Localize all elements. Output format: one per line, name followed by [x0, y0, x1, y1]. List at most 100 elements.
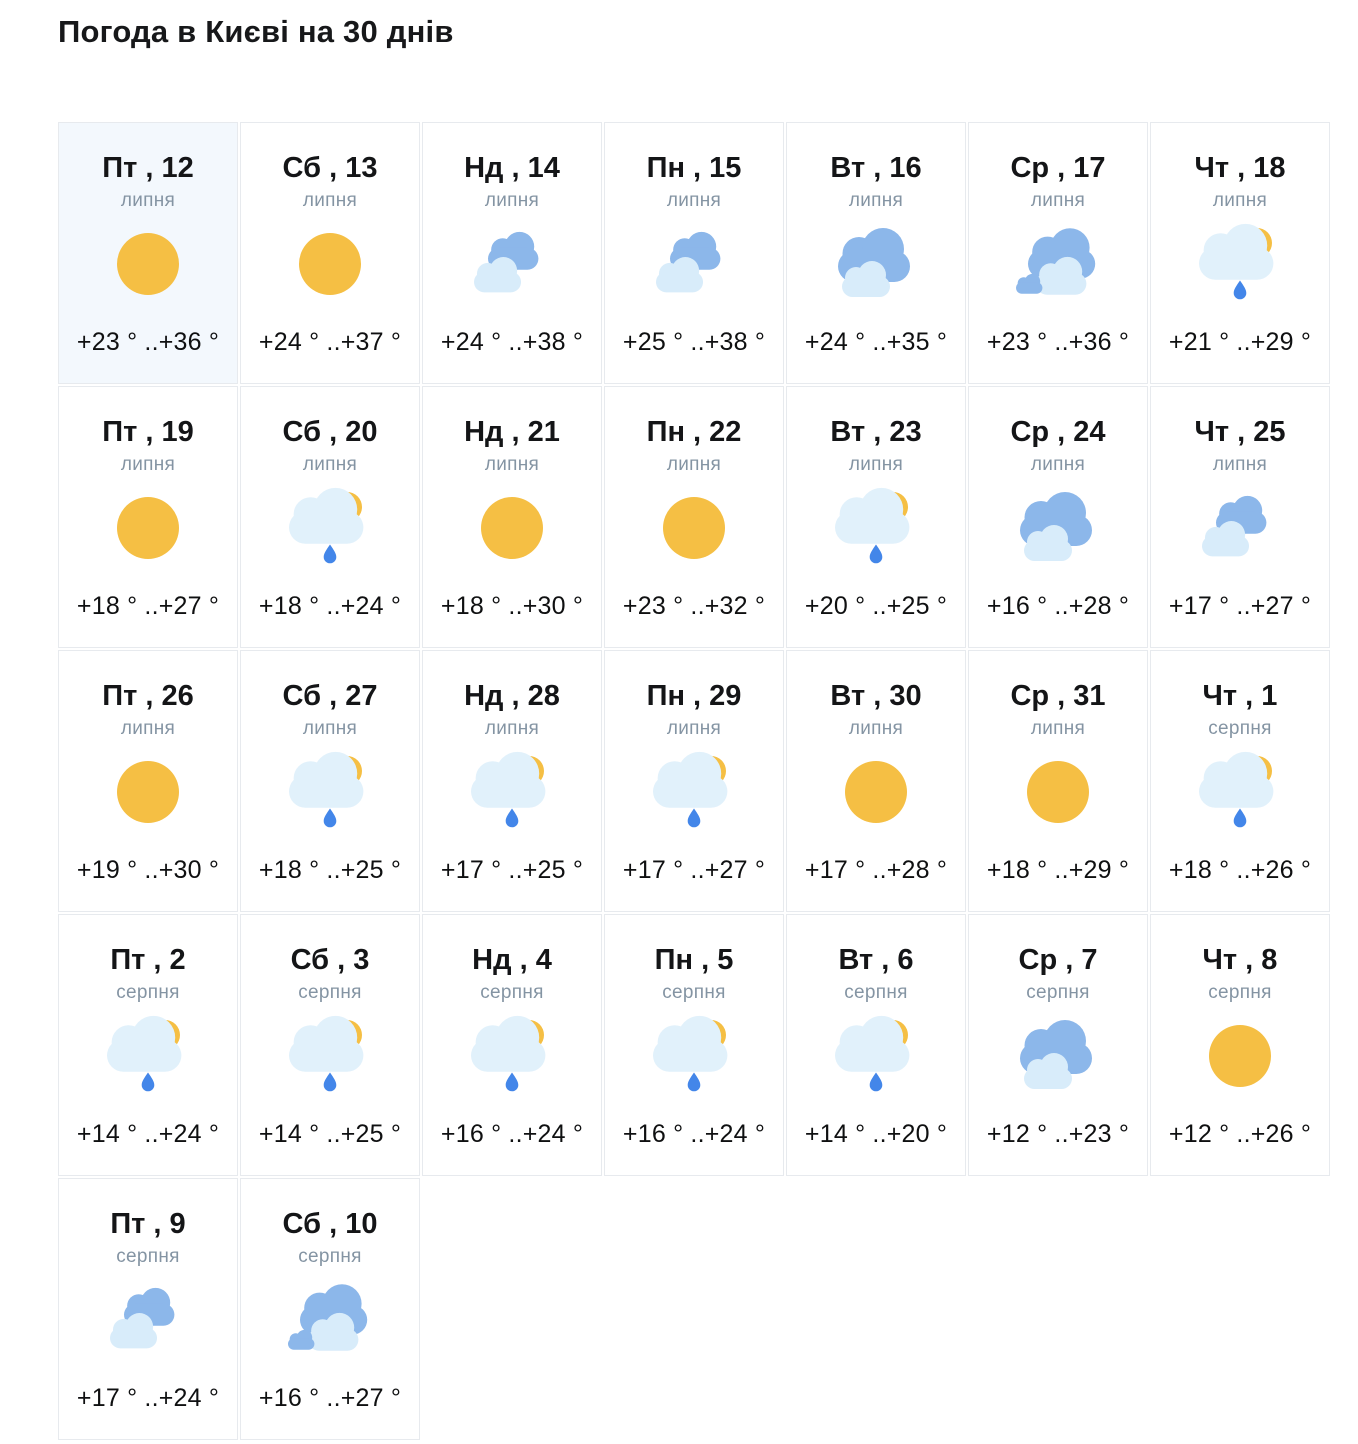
forecast-day-card[interactable]: Ср , 24 липня +16 ° ..+28 ° — [968, 385, 1148, 648]
forecast-grid: Пт , 12 липня +23 ° ..+36 ° Сб , 13 липн… — [58, 121, 1330, 1440]
day-label: Пн , 29 — [646, 679, 742, 712]
sun-rain-icon — [466, 746, 558, 838]
cloudy-icon — [102, 1274, 194, 1366]
forecast-day-card[interactable]: Пт , 9 серпня +17 ° ..+24 ° — [58, 1177, 238, 1440]
day-month: липня — [848, 453, 904, 475]
day-temp: +21 ° ..+29 ° — [1168, 327, 1312, 356]
forecast-day-card[interactable]: Сб , 10 серпня +16 ° ..+27 ° — [240, 1177, 420, 1440]
day-temp: +18 ° ..+25 ° — [258, 855, 402, 884]
day-temp: +24 ° ..+38 ° — [440, 327, 584, 356]
overcast-icon — [1012, 218, 1104, 310]
sun-rain-icon — [102, 1010, 194, 1102]
day-label: Пн , 22 — [646, 415, 742, 448]
day-temp: +23 ° ..+36 ° — [986, 327, 1130, 356]
day-temp: +20 ° ..+25 ° — [804, 591, 948, 620]
day-label: Нд , 14 — [464, 151, 560, 184]
day-label: Ср , 31 — [1010, 679, 1106, 712]
day-temp: +17 ° ..+28 ° — [804, 855, 948, 884]
sun-icon — [102, 746, 194, 838]
day-label: Пт , 12 — [102, 151, 194, 184]
forecast-day-card[interactable]: Пт , 19 липня +18 ° ..+27 ° — [58, 385, 238, 648]
day-month: липня — [666, 189, 722, 211]
forecast-day-card[interactable]: Чт , 1 серпня +18 ° ..+26 ° — [1150, 649, 1330, 912]
forecast-day-card[interactable]: Сб , 13 липня +24 ° ..+37 ° — [240, 121, 420, 384]
day-temp: +14 ° ..+25 ° — [258, 1119, 402, 1148]
day-label: Пт , 19 — [102, 415, 194, 448]
mostly-cloudy-icon — [1012, 1010, 1104, 1102]
cloudy-icon — [466, 218, 558, 310]
forecast-day-card[interactable]: Пт , 12 липня +23 ° ..+36 ° — [58, 121, 238, 384]
day-month: серпня — [662, 981, 726, 1003]
day-month: липня — [302, 189, 358, 211]
forecast-day-card[interactable]: Сб , 3 серпня +14 ° ..+25 ° — [240, 913, 420, 1176]
forecast-day-card[interactable]: Вт , 30 липня +17 ° ..+28 ° — [786, 649, 966, 912]
forecast-day-card[interactable]: Пт , 2 серпня +14 ° ..+24 ° — [58, 913, 238, 1176]
forecast-day-card[interactable]: Пн , 5 серпня +16 ° ..+24 ° — [604, 913, 784, 1176]
day-month: липня — [1212, 189, 1268, 211]
day-month: липня — [1030, 453, 1086, 475]
day-temp: +23 ° ..+36 ° — [76, 327, 220, 356]
forecast-day-card[interactable]: Сб , 20 липня +18 ° ..+24 ° — [240, 385, 420, 648]
day-temp: +18 ° ..+24 ° — [258, 591, 402, 620]
mostly-cloudy-icon — [830, 218, 922, 310]
sun-rain-icon — [648, 746, 740, 838]
day-month: серпня — [298, 1245, 362, 1267]
day-temp: +25 ° ..+38 ° — [622, 327, 766, 356]
forecast-day-card[interactable]: Сб , 27 липня +18 ° ..+25 ° — [240, 649, 420, 912]
day-label: Сб , 13 — [282, 151, 378, 184]
forecast-day-card[interactable]: Нд , 28 липня +17 ° ..+25 ° — [422, 649, 602, 912]
day-month: липня — [302, 453, 358, 475]
sun-icon — [1194, 1010, 1286, 1102]
day-label: Вт , 23 — [830, 415, 922, 448]
forecast-day-card[interactable]: Вт , 23 липня +20 ° ..+25 ° — [786, 385, 966, 648]
day-label: Вт , 30 — [830, 679, 922, 712]
day-month: серпня — [116, 981, 180, 1003]
forecast-day-card[interactable]: Нд , 14 липня +24 ° ..+38 ° — [422, 121, 602, 384]
forecast-day-card[interactable]: Пн , 29 липня +17 ° ..+27 ° — [604, 649, 784, 912]
forecast-day-card[interactable]: Нд , 21 липня +18 ° ..+30 ° — [422, 385, 602, 648]
forecast-day-card[interactable]: Чт , 25 липня +17 ° ..+27 ° — [1150, 385, 1330, 648]
sun-rain-icon — [830, 482, 922, 574]
forecast-day-card[interactable]: Ср , 31 липня +18 ° ..+29 ° — [968, 649, 1148, 912]
day-label: Чт , 18 — [1194, 151, 1286, 184]
day-label: Пт , 26 — [102, 679, 194, 712]
sun-rain-icon — [466, 1010, 558, 1102]
day-month: липня — [484, 453, 540, 475]
forecast-day-card[interactable]: Чт , 18 липня +21 ° ..+29 ° — [1150, 121, 1330, 384]
day-label: Пн , 15 — [646, 151, 742, 184]
forecast-day-card[interactable]: Нд , 4 серпня +16 ° ..+24 ° — [422, 913, 602, 1176]
day-month: липня — [848, 189, 904, 211]
day-month: липня — [666, 717, 722, 739]
sun-icon — [284, 218, 376, 310]
day-temp: +17 ° ..+25 ° — [440, 855, 584, 884]
sun-rain-icon — [284, 1010, 376, 1102]
sun-rain-icon — [284, 482, 376, 574]
day-month: липня — [1212, 453, 1268, 475]
forecast-day-card[interactable]: Вт , 6 серпня +14 ° ..+20 ° — [786, 913, 966, 1176]
forecast-day-card[interactable]: Ср , 7 серпня +12 ° ..+23 ° — [968, 913, 1148, 1176]
forecast-day-card[interactable]: Ср , 17 липня +23 ° ..+36 ° — [968, 121, 1148, 384]
day-temp: +18 ° ..+29 ° — [986, 855, 1130, 884]
forecast-day-card[interactable]: Пн , 22 липня +23 ° ..+32 ° — [604, 385, 784, 648]
day-month: липня — [666, 453, 722, 475]
day-month: серпня — [480, 981, 544, 1003]
day-temp: +17 ° ..+24 ° — [76, 1383, 220, 1412]
day-label: Пт , 2 — [110, 943, 186, 976]
day-month: серпня — [844, 981, 908, 1003]
day-label: Вт , 16 — [830, 151, 922, 184]
day-temp: +16 ° ..+24 ° — [622, 1119, 766, 1148]
forecast-day-card[interactable]: Вт , 16 липня +24 ° ..+35 ° — [786, 121, 966, 384]
day-month: липня — [484, 717, 540, 739]
day-temp: +23 ° ..+32 ° — [622, 591, 766, 620]
day-month: серпня — [1208, 717, 1272, 739]
forecast-day-card[interactable]: Чт , 8 серпня +12 ° ..+26 ° — [1150, 913, 1330, 1176]
sun-rain-icon — [648, 1010, 740, 1102]
day-month: серпня — [1208, 981, 1272, 1003]
day-month: серпня — [1026, 981, 1090, 1003]
sun-icon — [1012, 746, 1104, 838]
forecast-day-card[interactable]: Пн , 15 липня +25 ° ..+38 ° — [604, 121, 784, 384]
forecast-day-card[interactable]: Пт , 26 липня +19 ° ..+30 ° — [58, 649, 238, 912]
sun-rain-icon — [284, 746, 376, 838]
day-temp: +16 ° ..+24 ° — [440, 1119, 584, 1148]
